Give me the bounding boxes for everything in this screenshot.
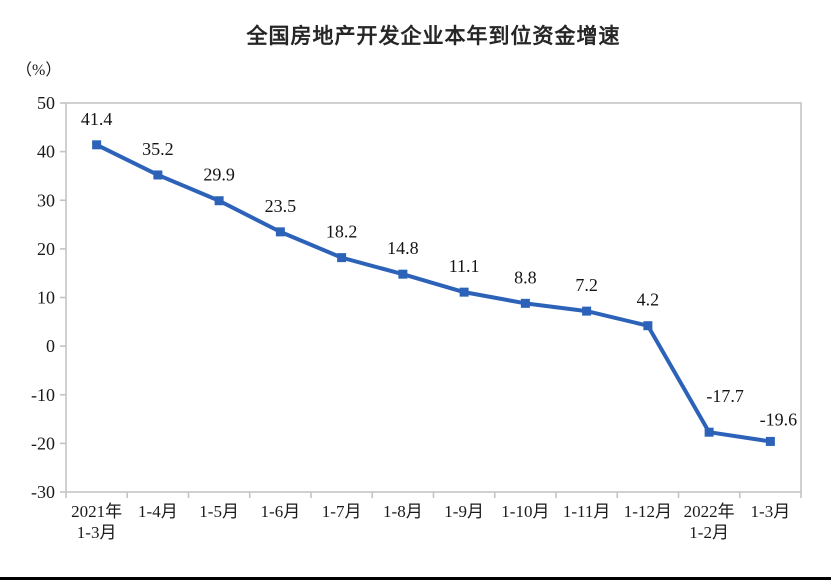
x-axis-tick-label: 1-10月: [501, 502, 549, 521]
data-point-label: 14.8: [387, 238, 419, 258]
x-axis-tick-label: 1-7月: [322, 502, 362, 521]
data-point-label: 11.1: [449, 256, 480, 276]
chart-title: 全国房地产开发企业本年到位资金增速: [246, 25, 621, 48]
x-axis-tick-label: 1-8月: [383, 502, 423, 521]
y-axis-tick-label: -30: [31, 482, 55, 502]
data-point-label: 35.2: [142, 139, 174, 159]
data-point-label: 23.5: [265, 196, 297, 216]
trend-line: [94, 142, 773, 444]
data-point-marker: [92, 140, 102, 150]
y-axis-tick-label: 50: [37, 93, 55, 113]
x-axis-tick-label: 1-5月: [199, 502, 239, 521]
x-axis-tick-label: 1-3月: [751, 502, 791, 521]
data-point-label: -19.6: [760, 409, 798, 429]
data-point-marker: [275, 227, 285, 237]
y-axis-tick-label: 10: [37, 288, 55, 308]
data-point-marker: [582, 306, 592, 316]
data-point-marker: [704, 427, 714, 437]
data-point-label: 4.2: [637, 290, 660, 310]
data-point-label: 8.8: [514, 267, 537, 287]
data-point-marker: [459, 287, 469, 297]
data-point-marker: [153, 170, 163, 180]
x-axis-tick-label: 1-9月: [444, 502, 484, 521]
y-axis-tick-label: 30: [37, 190, 55, 210]
x-axis-tick-label: 2022年 1-2月: [684, 502, 735, 542]
data-point-label: 18.2: [326, 222, 358, 242]
y-axis-tick-label: 40: [37, 142, 55, 162]
x-axis-tick-label: 1-11月: [563, 502, 611, 521]
data-point-marker: [214, 196, 224, 206]
x-axis-tick-label: 2021年 1-3月: [71, 502, 122, 542]
x-axis-tick-label: 1-6月: [261, 502, 301, 521]
bottom-divider-line: [0, 577, 831, 580]
data-point-marker: [520, 298, 530, 308]
y-axis-unit-label: （%）: [16, 62, 62, 79]
data-point-marker: [643, 321, 653, 331]
x-axis-tick-label: 1-12月: [624, 502, 672, 521]
data-point-label: 29.9: [203, 165, 235, 185]
y-axis-tick-label: -10: [31, 385, 55, 405]
data-point-marker: [398, 269, 408, 279]
y-axis-tick-label: 0: [46, 336, 55, 356]
data-point-marker: [337, 253, 347, 263]
y-axis-tick-label: -20: [31, 433, 55, 453]
line-chart-canvas: 50 40 30 20 10 0 -10 -20 -30 2021年 1-3月 1-4月 1-5月 1-6…: [31, 93, 802, 542]
y-axis-tick-label: 20: [37, 239, 55, 259]
data-point-label: 41.4: [81, 109, 113, 129]
plot-border: [65, 102, 802, 493]
data-point-marker: [765, 436, 775, 446]
data-point-label: -17.7: [706, 386, 744, 406]
data-point-label: 7.2: [575, 275, 598, 295]
x-axis-tick-label: 1-4月: [138, 502, 178, 521]
